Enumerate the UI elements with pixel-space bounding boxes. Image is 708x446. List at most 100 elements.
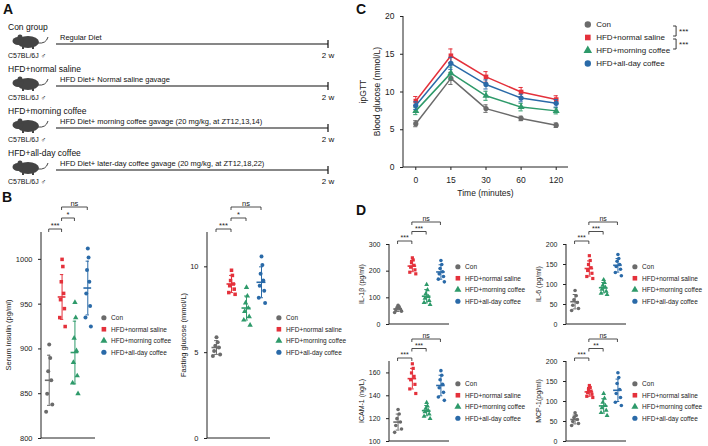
svg-text:HFD+normal saline: HFD+normal saline <box>596 33 665 42</box>
svg-text:30: 30 <box>481 175 491 185</box>
svg-text:HFD+normal saline: HFD+normal saline <box>286 326 342 333</box>
svg-text:5: 5 <box>390 124 395 134</box>
svg-text:2 w: 2 w <box>322 177 335 186</box>
svg-text:100: 100 <box>369 294 381 301</box>
svg-text:MCP-1(pg/ml): MCP-1(pg/ml) <box>535 379 543 423</box>
svg-text:0: 0 <box>554 438 558 445</box>
svg-text:200: 200 <box>546 241 558 248</box>
svg-text:HFD+all-day coffee: HFD+all-day coffee <box>642 415 698 423</box>
svg-text:***: *** <box>51 221 60 230</box>
svg-text:ns: ns <box>422 332 430 339</box>
svg-text:5: 5 <box>194 348 198 357</box>
svg-text:0: 0 <box>194 434 198 443</box>
svg-text:HFD+normal saline: HFD+normal saline <box>8 64 81 74</box>
svg-text:15: 15 <box>446 175 456 185</box>
svg-text:HFD+all-day coffee: HFD+all-day coffee <box>8 148 81 158</box>
svg-text:120: 120 <box>549 175 563 185</box>
svg-text:*: * <box>237 210 240 219</box>
svg-text:HFD+normal saline: HFD+normal saline <box>465 392 521 399</box>
svg-text:Fasting glucose (mmol/L): Fasting glucose (mmol/L) <box>179 292 188 377</box>
svg-text:2 w: 2 w <box>322 135 335 144</box>
svg-text:Con: Con <box>465 380 477 387</box>
svg-text:ICAM-1 (ng/L): ICAM-1 (ng/L) <box>358 379 366 423</box>
svg-text:IL-6 (pg/ml): IL-6 (pg/ml) <box>535 266 543 302</box>
svg-text:***: *** <box>578 234 586 241</box>
svg-text:Time (minutes): Time (minutes) <box>457 188 514 198</box>
svg-text:800: 800 <box>20 434 33 443</box>
svg-text:200: 200 <box>546 358 558 365</box>
svg-text:50: 50 <box>550 418 558 425</box>
svg-text:2 w: 2 w <box>322 51 335 60</box>
svg-text:0: 0 <box>554 321 558 328</box>
svg-text:C57BL/6J ♂: C57BL/6J ♂ <box>8 178 46 185</box>
svg-text:50: 50 <box>550 301 558 308</box>
svg-text:HFD+morning coffee: HFD+morning coffee <box>642 403 702 411</box>
svg-text:HFD+morning coffee: HFD+morning coffee <box>642 286 702 294</box>
svg-text:HFD Diet+ Normal saline gavage: HFD Diet+ Normal saline gavage <box>60 75 170 84</box>
svg-text:ns: ns <box>422 215 430 222</box>
svg-text:950: 950 <box>20 300 33 309</box>
svg-text:0: 0 <box>413 175 418 185</box>
svg-text:100: 100 <box>546 398 558 405</box>
svg-text:**: ** <box>593 342 599 349</box>
svg-text:Con: Con <box>642 380 654 387</box>
svg-text:20: 20 <box>385 11 395 21</box>
svg-text:1000: 1000 <box>16 255 33 264</box>
svg-text:Blood glucose (mmol/L): Blood glucose (mmol/L) <box>372 47 382 136</box>
svg-text:2 w: 2 w <box>322 93 335 102</box>
svg-text:HFD+all-day coffee: HFD+all-day coffee <box>465 298 521 306</box>
svg-text:0: 0 <box>377 321 381 328</box>
svg-text:***: *** <box>679 27 688 36</box>
svg-text:HFD+all-day coffee: HFD+all-day coffee <box>465 415 521 423</box>
svg-text:C57BL/6J ♂: C57BL/6J ♂ <box>8 52 46 59</box>
svg-text:150: 150 <box>546 261 558 268</box>
svg-text:HFD+morning coffee: HFD+morning coffee <box>596 46 670 55</box>
svg-text:Con: Con <box>642 263 654 270</box>
svg-text:***: *** <box>401 351 409 358</box>
svg-text:HFD+normal saline: HFD+normal saline <box>642 275 698 282</box>
svg-text:850: 850 <box>20 389 33 398</box>
svg-text:HFD+morning coffee: HFD+morning coffee <box>111 337 171 345</box>
svg-text:***: *** <box>578 351 586 358</box>
svg-text:***: *** <box>592 225 600 232</box>
svg-text:10: 10 <box>385 87 395 97</box>
svg-text:HFD+normal saline: HFD+normal saline <box>642 392 698 399</box>
svg-text:Con: Con <box>465 263 477 270</box>
svg-text:***: *** <box>415 225 423 232</box>
svg-text:HFD+all-day coffee: HFD+all-day coffee <box>596 59 665 68</box>
svg-text:900: 900 <box>20 344 33 353</box>
svg-text:C57BL/6J ♂: C57BL/6J ♂ <box>8 94 46 101</box>
svg-text:HFD+morning coffee: HFD+morning coffee <box>8 106 87 116</box>
svg-text:100: 100 <box>369 438 381 445</box>
svg-text:HFD+morning coffee: HFD+morning coffee <box>465 403 525 411</box>
svg-text:140: 140 <box>369 392 381 399</box>
svg-text:HFD Diet+ morning coffee gavag: HFD Diet+ morning coffee gavage (20 mg/k… <box>60 117 263 126</box>
svg-text:***: *** <box>401 234 409 241</box>
svg-text:Serum insulin (pg/ml): Serum insulin (pg/ml) <box>4 299 13 370</box>
svg-text:150: 150 <box>546 378 558 385</box>
svg-text:ns: ns <box>242 199 250 208</box>
svg-text:HFD+all-day coffee: HFD+all-day coffee <box>286 349 342 357</box>
svg-text:100: 100 <box>546 281 558 288</box>
svg-text:Con: Con <box>596 20 611 29</box>
svg-text:Con: Con <box>111 314 123 321</box>
svg-text:15: 15 <box>385 49 395 59</box>
svg-text:Con group: Con group <box>8 22 48 32</box>
svg-text:HFD+all-day coffee: HFD+all-day coffee <box>642 298 698 306</box>
svg-text:ns: ns <box>599 332 607 339</box>
svg-text:Con: Con <box>286 314 298 321</box>
svg-text:200: 200 <box>369 267 381 274</box>
svg-text:***: *** <box>219 221 228 230</box>
svg-text:HFD+normal saline: HFD+normal saline <box>465 275 521 282</box>
svg-text:10: 10 <box>190 262 198 271</box>
svg-text:60: 60 <box>516 175 526 185</box>
svg-text:*: * <box>67 210 70 219</box>
svg-text:ns: ns <box>599 215 607 222</box>
svg-text:ns: ns <box>70 199 78 208</box>
svg-text:HFD+all-day coffee: HFD+all-day coffee <box>111 349 167 357</box>
svg-text:0: 0 <box>390 162 395 172</box>
svg-text:C57BL/6J ♂: C57BL/6J ♂ <box>8 136 46 143</box>
svg-text:HFD+morning coffee: HFD+morning coffee <box>465 286 525 294</box>
svg-text:IL-1β (pg/ml): IL-1β (pg/ml) <box>358 264 366 304</box>
svg-text:HFD+normal saline: HFD+normal saline <box>111 326 167 333</box>
